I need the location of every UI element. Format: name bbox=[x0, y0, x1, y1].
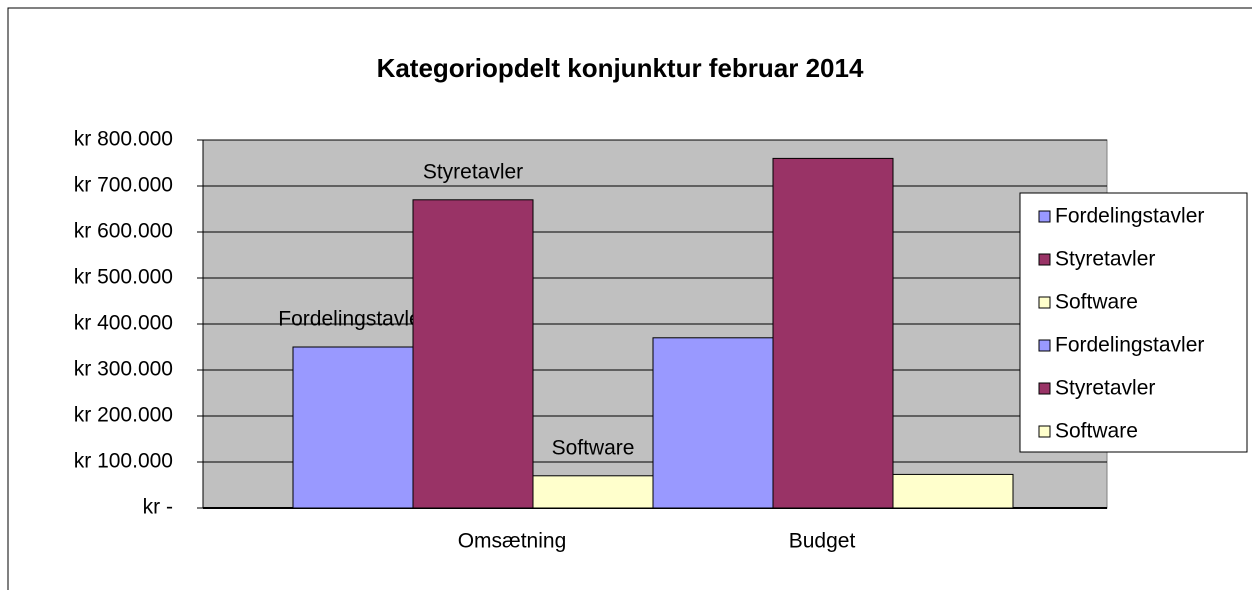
legend-swatch bbox=[1038, 382, 1051, 395]
legend-label: Styretavler bbox=[1055, 248, 1155, 271]
data-label: Styretavler bbox=[423, 160, 523, 183]
legend-swatch bbox=[1038, 210, 1051, 223]
y-tick-label: kr 700.000 bbox=[74, 174, 173, 197]
y-tick-label: kr 800.000 bbox=[74, 128, 173, 151]
legend-box bbox=[1019, 192, 1248, 453]
y-tick-label: kr 600.000 bbox=[74, 220, 173, 243]
bar bbox=[652, 337, 774, 509]
y-tick-label: kr 500.000 bbox=[74, 266, 173, 289]
legend-label: Software bbox=[1055, 291, 1138, 314]
y-tick-label: kr - bbox=[143, 496, 173, 519]
data-label: Fordelingstavler bbox=[278, 308, 427, 331]
bar bbox=[892, 473, 1014, 509]
chart-title: Kategoriopdelt konjunktur februar 2014 bbox=[377, 53, 864, 83]
bar bbox=[412, 199, 534, 509]
legend-swatch bbox=[1038, 425, 1051, 438]
legend-swatch bbox=[1038, 296, 1051, 309]
bar bbox=[292, 346, 414, 509]
bar bbox=[532, 475, 654, 509]
legend-swatch bbox=[1038, 339, 1051, 352]
y-tick-label: kr 300.000 bbox=[74, 358, 173, 381]
y-tick-label: kr 200.000 bbox=[74, 404, 173, 427]
x-tick-label: Budget bbox=[789, 530, 856, 553]
legend-label: Fordelingstavler bbox=[1055, 334, 1204, 357]
legend-label: Fordelingstavler bbox=[1055, 205, 1204, 228]
bar bbox=[772, 157, 894, 509]
legend-swatch bbox=[1038, 253, 1051, 266]
y-tick-label: kr 100.000 bbox=[74, 450, 173, 473]
data-label: Software bbox=[552, 436, 635, 459]
legend-label: Styretavler bbox=[1055, 377, 1155, 400]
x-tick-label: Omsætning bbox=[458, 530, 567, 553]
legend-label: Software bbox=[1055, 420, 1138, 443]
y-tick-label: kr 400.000 bbox=[74, 312, 173, 335]
